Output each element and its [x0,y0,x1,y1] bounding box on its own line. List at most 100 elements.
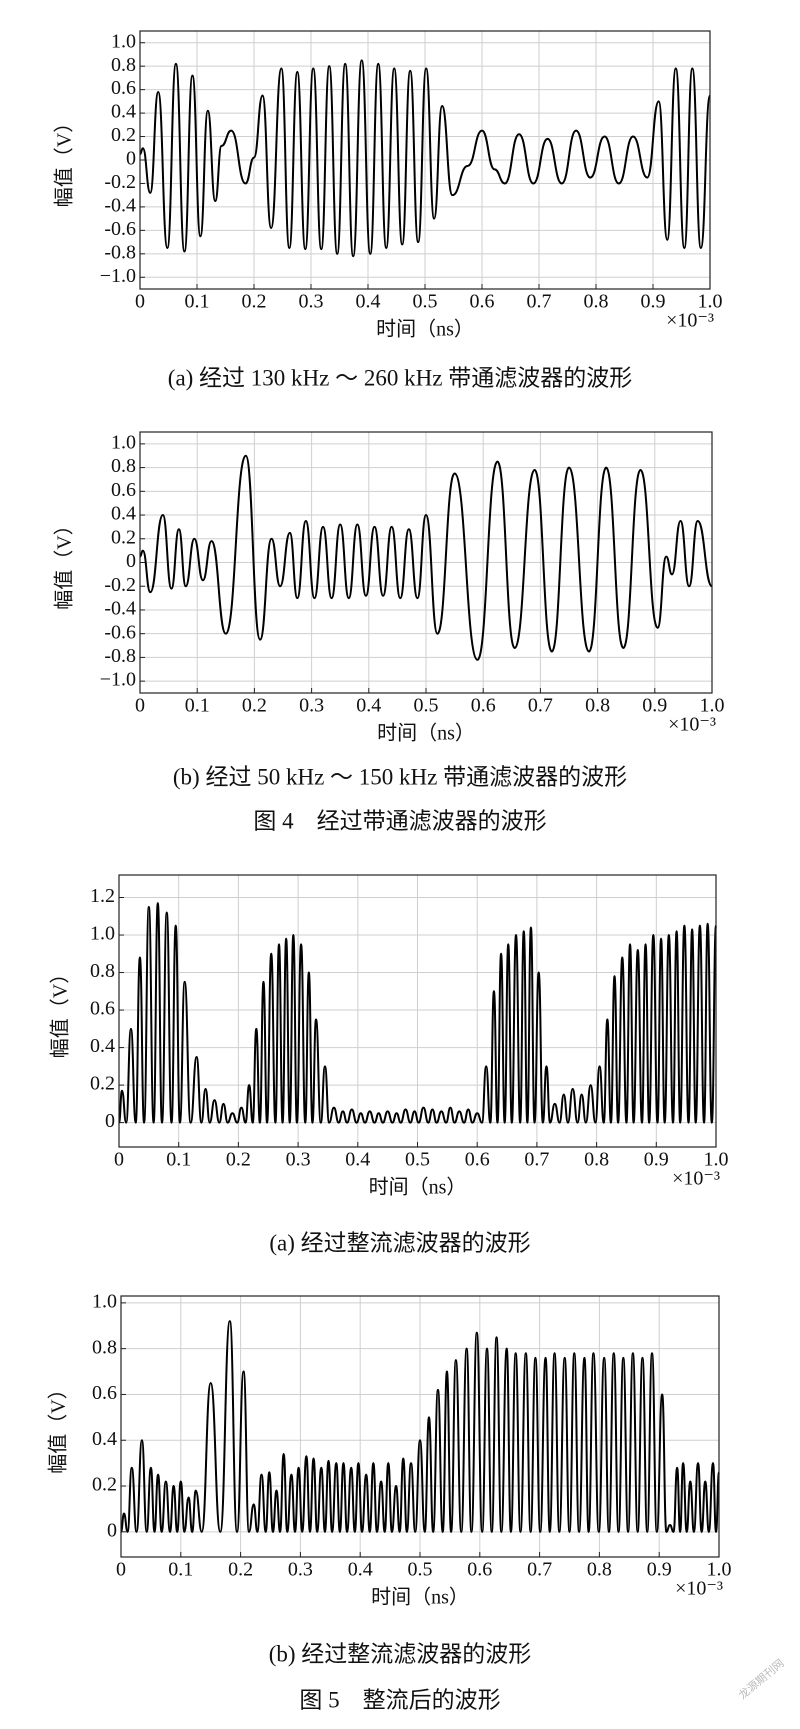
figure-caption: 图 5 整流后的波形 [299,1687,500,1712]
watermark: 龙源期刊网 [735,1656,786,1702]
y-tick-label: 0.6 [92,1382,117,1404]
y-tick-label: 1.0 [90,923,115,945]
y-tick-label: 0.2 [111,124,136,146]
y-tick-label: 0.4 [111,503,136,525]
x-tick-label: 0.7 [524,1149,549,1171]
y-axis-label: 幅值（V） [53,113,76,207]
y-tick-label: 0.2 [90,1073,115,1095]
chart-caption: (a) 经过 130 kHz ～ 260 kHz 带通滤波器的波形 [168,365,632,390]
y-tick-label: 0 [126,550,136,572]
x-tick-label: 1.0 [707,1559,732,1581]
figure-caption: 图 4 经过带通滤波器的波形 [253,808,546,833]
chart-caption: (a) 经过整流滤波器的波形 [269,1230,530,1255]
x-tick-label: 0.8 [584,1149,609,1171]
y-tick-label: 0.8 [111,455,136,477]
y-tick-label: 0.4 [111,101,136,123]
chart: 0 0.1 0.2 0.3 0.4 0.5 0.6 0.7 0.8 0.9 1.0−1.0-0.8-… [53,30,723,390]
x-tick-label: 0 [116,1559,126,1581]
plot-frame [139,431,713,694]
x-multiplier: ×10⁻³ [675,1578,723,1600]
y-tick-label: -0.8 [104,645,136,667]
x-tick-label: 0.3 [299,695,324,717]
waveform [139,454,713,661]
x-tick-label: 0.3 [286,1149,311,1171]
plot-frame [118,874,717,1148]
x-tick-label: 0.5 [413,291,438,313]
y-tick-label: -0.6 [104,621,136,643]
x-multiplier: ×10⁻³ [668,714,716,736]
x-tick-label: 0.5 [408,1559,433,1581]
x-multiplier: ×10⁻³ [672,1168,720,1190]
waveform [120,1320,720,1533]
x-tick-label: 0.1 [185,291,210,313]
x-tick-label: 0.1 [185,695,210,717]
chart-caption: (b) 经过整流滤波器的波形 [269,1641,532,1666]
y-tick-label: 0.6 [111,479,136,501]
x-tick-label: 0.7 [528,695,553,717]
x-tick-label: 0.1 [168,1559,193,1581]
y-tick-label: 1.0 [111,431,136,453]
y-tick-label: 1.2 [90,885,115,907]
y-tick-label: 0.6 [90,998,115,1020]
y-tick-label: 0.2 [111,526,136,548]
x-tick-label: 1.0 [704,1149,729,1171]
chart-caption: (b) 经过 50 kHz ～ 150 kHz 带通滤波器的波形 [173,764,627,789]
y-tick-label: 0.4 [92,1428,117,1450]
y-tick-label: -0.8 [104,241,136,263]
x-tick-label: 0.1 [166,1149,191,1171]
y-tick-label: 0.8 [92,1336,117,1358]
x-tick-label: 0 [114,1149,124,1171]
y-tick-label: 0.6 [111,77,136,99]
waveform [139,59,711,258]
x-tick-label: 0.8 [587,1559,612,1581]
y-tick-label: 1.0 [111,30,136,52]
x-tick-label: 0.9 [644,1149,669,1171]
chart: 0 0.1 0.2 0.3 0.4 0.5 0.6 0.7 0.8 0.9 1.0 0 0.2 0.4 0.… [47,1290,732,1666]
x-tick-label: 0.3 [288,1559,313,1581]
y-tick-label: -0.4 [104,195,136,217]
x-tick-label: 0.7 [527,291,552,313]
x-tick-label: 0.9 [641,291,666,313]
x-tick-label: 0.2 [242,291,267,313]
plot-frame [139,30,711,290]
x-tick-label: 1.0 [698,291,723,313]
x-tick-label: 0.6 [471,695,496,717]
x-tick-label: 0.3 [299,291,324,313]
x-tick-label: 0.8 [584,291,609,313]
y-tick-label: 0.4 [90,1035,115,1057]
x-axis-label: 时间（ns） [376,318,474,341]
x-tick-label: 0.2 [226,1149,251,1171]
y-axis-label: 幅值（V） [49,964,72,1058]
x-axis-label: 时间（ns） [377,722,475,745]
y-tick-label: 1.0 [92,1290,117,1312]
y-tick-label: 0.2 [92,1474,117,1496]
y-tick-label: 0 [126,148,136,170]
x-tick-label: 0.4 [345,1149,370,1171]
x-tick-label: 0.2 [228,1559,253,1581]
y-tick-label: 0 [107,1519,117,1541]
x-tick-label: 0.4 [356,291,381,313]
x-tick-label: 0 [135,695,145,717]
x-tick-label: 0.5 [414,695,439,717]
y-tick-label: −1.0 [100,265,136,287]
y-tick-label: 0 [105,1110,115,1132]
x-tick-label: 0.4 [356,695,381,717]
x-tick-label: 0.5 [405,1149,430,1171]
x-multiplier: ×10⁻³ [666,310,714,332]
y-axis-label: 幅值（V） [53,515,76,609]
x-tick-label: 0.8 [585,695,610,717]
x-tick-label: 0.6 [465,1149,490,1171]
y-tick-label: 0.8 [111,54,136,76]
chart: 0 0.1 0.2 0.3 0.4 0.5 0.6 0.7 0.8 0.9 1.0 0 0.2 0.4 0.… [49,874,729,1255]
x-tick-label: 0.2 [242,695,267,717]
y-tick-label: -0.2 [104,574,136,596]
plot-frame [120,1295,720,1558]
x-axis-label: 时间（ns） [371,1586,469,1609]
y-tick-label: -0.6 [104,218,136,240]
y-tick-label: -0.4 [104,598,136,620]
waveform [118,902,717,1124]
y-tick-label: 0.8 [90,960,115,982]
x-axis-label: 时间（ns） [369,1176,467,1199]
x-tick-label: 0.4 [348,1559,373,1581]
